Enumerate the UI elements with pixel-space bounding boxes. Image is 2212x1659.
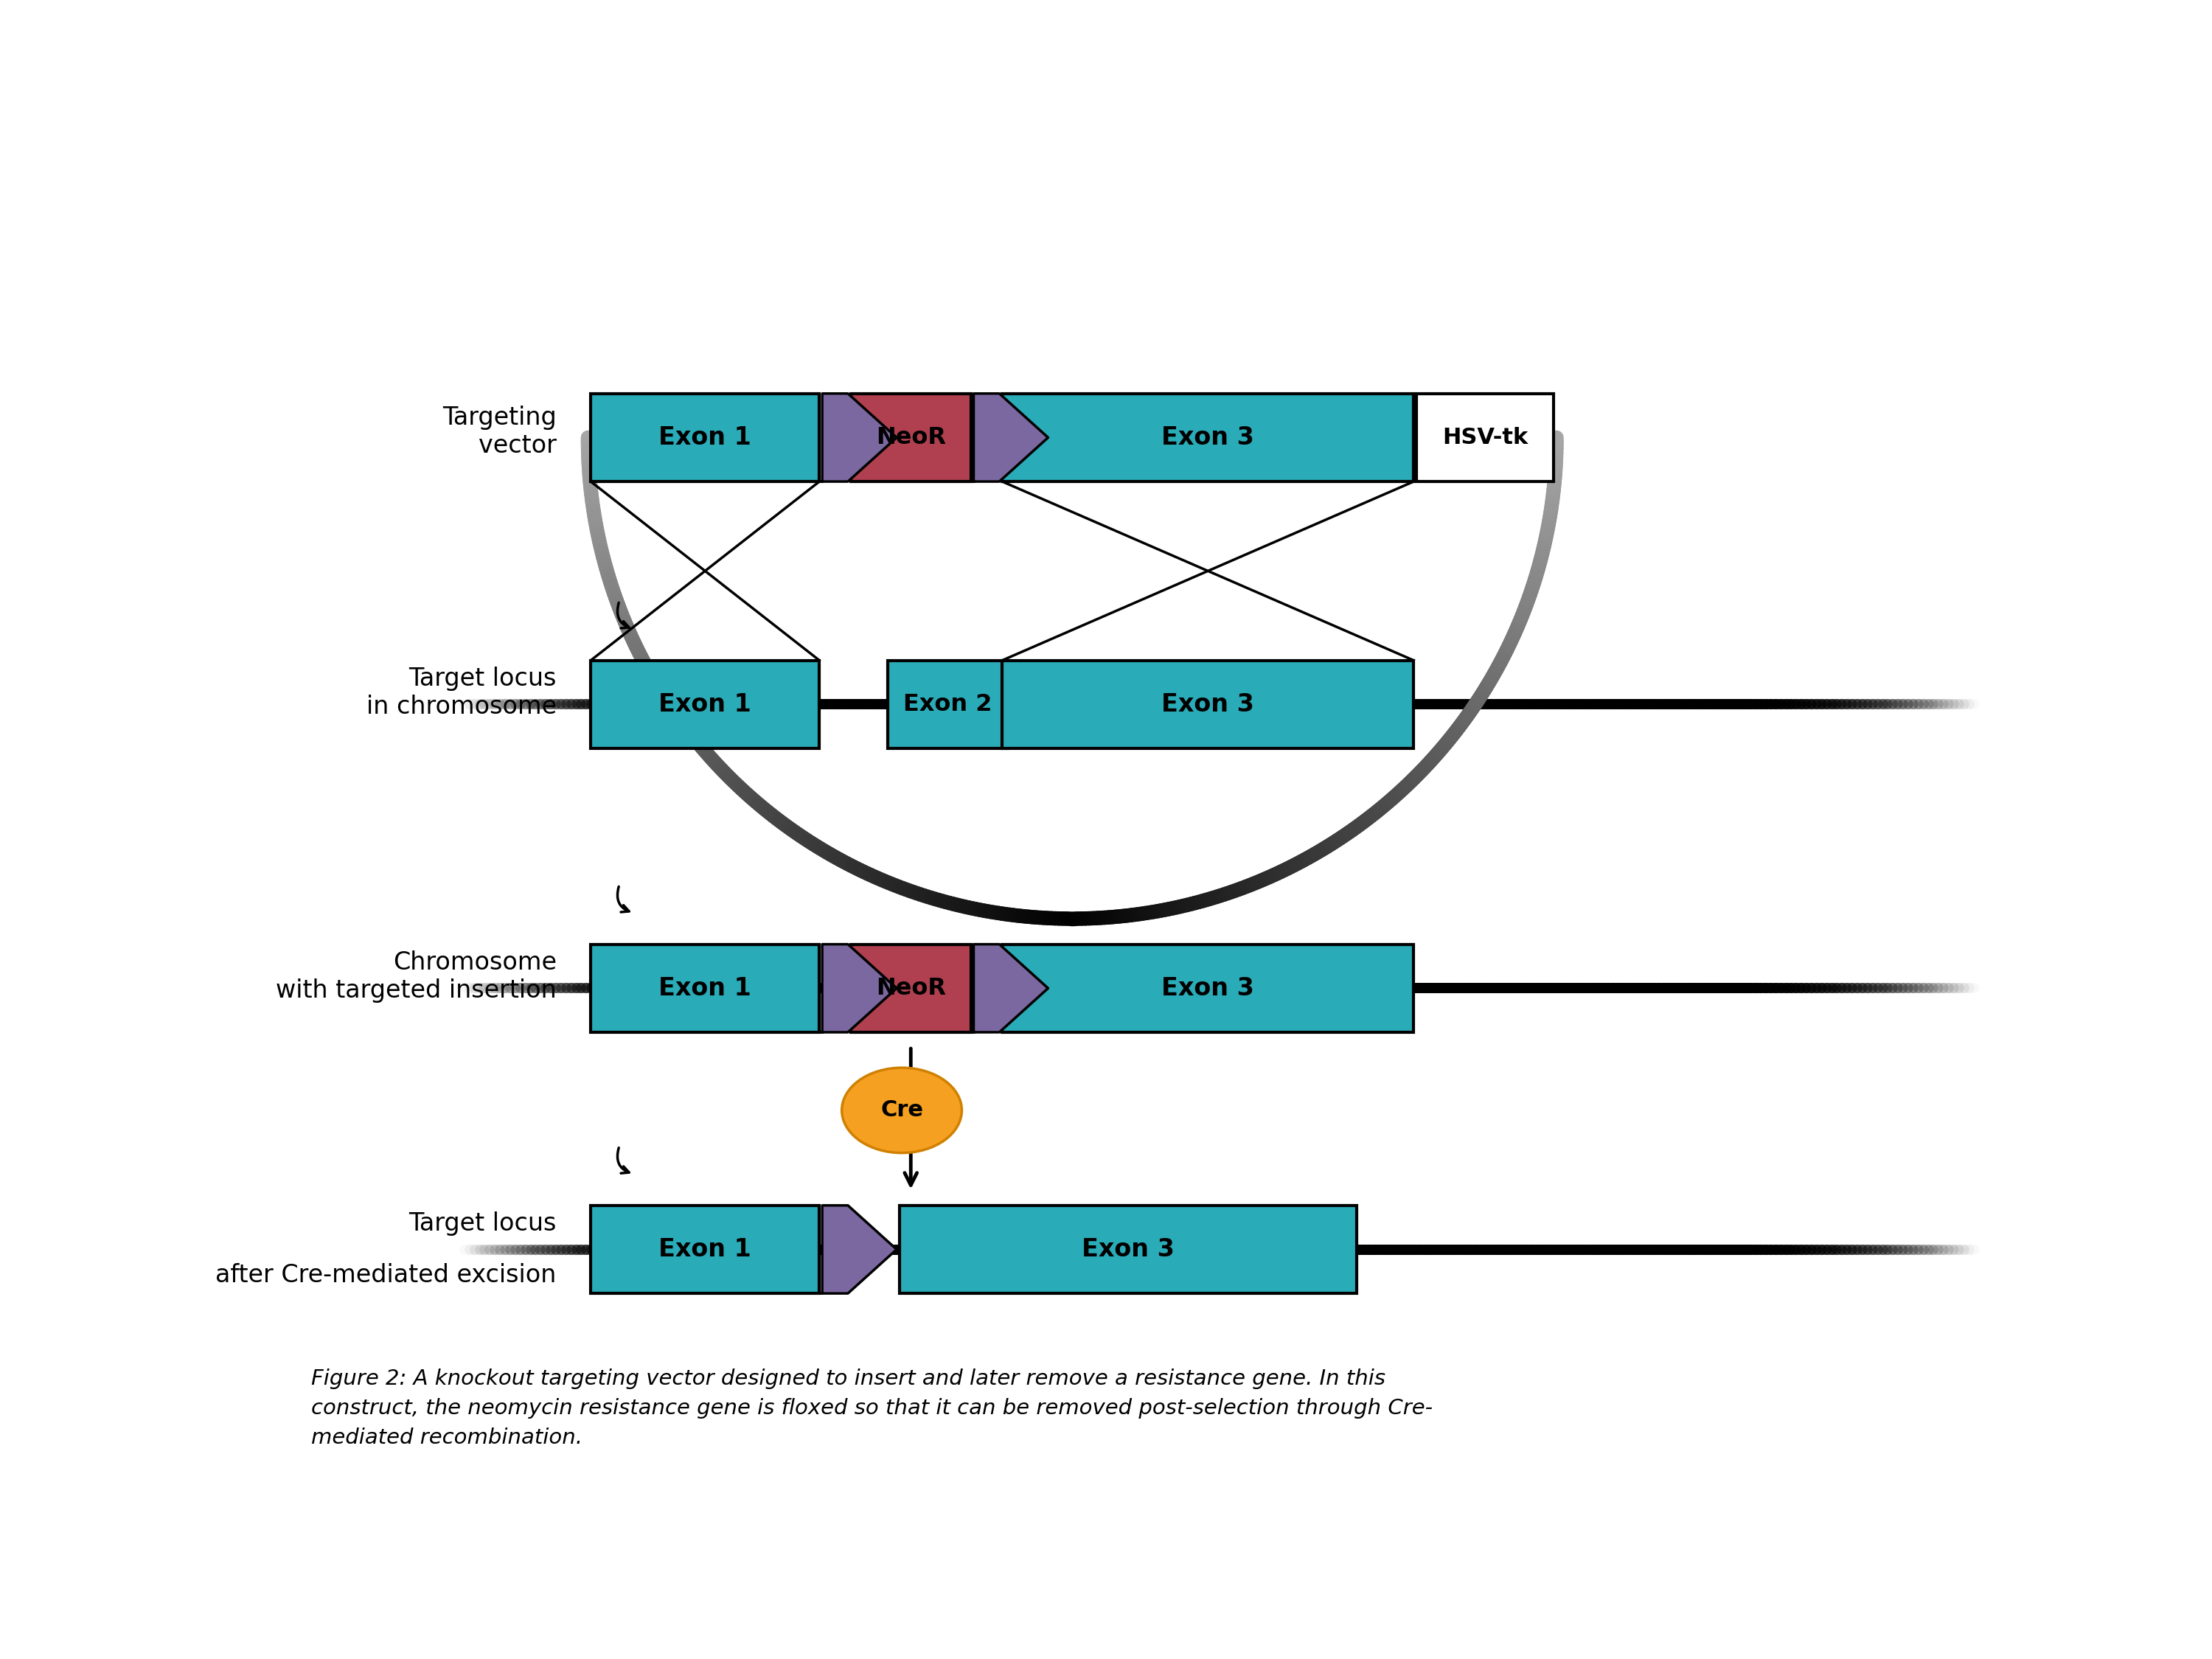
Bar <box>591 944 818 1032</box>
Bar <box>887 660 1009 748</box>
Text: Exon 1: Exon 1 <box>659 975 752 1000</box>
Text: Target locus
in chromosome: Target locus in chromosome <box>367 667 557 720</box>
Bar <box>591 660 818 748</box>
Text: Exon 2: Exon 2 <box>902 693 993 715</box>
Text: HSV-tk: HSV-tk <box>1442 426 1528 448</box>
Bar <box>1002 660 1413 748</box>
Text: NeoR: NeoR <box>876 426 947 450</box>
Text: construct, the neomycin resistance gene is floxed so that it can be removed post: construct, the neomycin resistance gene … <box>310 1399 1433 1418</box>
Text: NeoR: NeoR <box>876 977 947 1000</box>
Text: Targeting
vector: Targeting vector <box>442 405 557 458</box>
Text: Exon 1: Exon 1 <box>659 1238 752 1261</box>
Polygon shape <box>823 393 896 481</box>
Ellipse shape <box>843 1068 962 1153</box>
Text: Exon 1: Exon 1 <box>659 692 752 717</box>
Bar <box>900 1206 1356 1294</box>
Text: Exon 1: Exon 1 <box>659 425 752 450</box>
Bar <box>852 944 971 1032</box>
Bar <box>591 393 818 481</box>
Text: mediated recombination.: mediated recombination. <box>310 1428 582 1448</box>
Bar <box>591 1206 818 1294</box>
Bar <box>1002 944 1413 1032</box>
Text: Exon 3: Exon 3 <box>1082 1238 1175 1261</box>
Polygon shape <box>973 944 1048 1032</box>
Text: Cre: Cre <box>880 1100 922 1121</box>
Bar <box>852 393 971 481</box>
Polygon shape <box>823 944 896 1032</box>
Text: Exon 3: Exon 3 <box>1161 975 1254 1000</box>
Text: Exon 3: Exon 3 <box>1161 425 1254 450</box>
Text: after Cre-mediated excision: after Cre-mediated excision <box>215 1262 557 1287</box>
Text: Exon 3: Exon 3 <box>1161 692 1254 717</box>
Text: Figure 2: A knockout targeting vector designed to insert and later remove a resi: Figure 2: A knockout targeting vector de… <box>310 1369 1385 1389</box>
Text: Target locus: Target locus <box>409 1211 557 1236</box>
Bar <box>1416 393 1553 481</box>
Polygon shape <box>973 393 1048 481</box>
Polygon shape <box>823 1206 896 1294</box>
Text: Chromosome
with targeted insertion: Chromosome with targeted insertion <box>276 951 557 1004</box>
Bar <box>1002 393 1413 481</box>
